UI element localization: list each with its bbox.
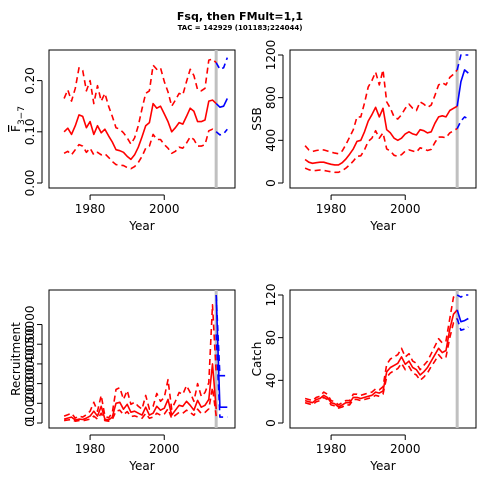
catch-series-group	[304, 290, 469, 428]
catch-projection-lower-line	[456, 318, 469, 332]
fbar-y-axis-label: F3−7	[9, 106, 27, 132]
catch-projection-upper-line	[456, 294, 469, 298]
recruitment-median-line	[63, 363, 217, 421]
panel-recruitment: 1980 2000 Year 01000020000300004000050000Re…	[9, 289, 236, 473]
ssb-lower-bound-line	[304, 127, 458, 174]
catch-projection-median-line	[456, 309, 469, 323]
recruitment-y-tick-label: 50000	[23, 305, 37, 343]
catch-x-tick-label: 1980	[316, 442, 347, 456]
recruitment-x-axis-label: Year	[128, 459, 154, 473]
recruitment-projection-median-line	[215, 294, 228, 409]
fbar-x-axis-label: Year	[128, 219, 154, 233]
figure-title: Fsq, then FMult=1,1	[177, 10, 303, 23]
recruitment-y-tick-label: 40000	[23, 325, 37, 363]
catch-lower-bound-line	[304, 317, 458, 409]
recruitment-y-tick-label: 30000	[23, 345, 37, 383]
fbar-plot-frame	[48, 49, 236, 189]
fbar-y-tick-label: 0.00	[23, 170, 37, 197]
recruitment-projection-lower-line	[215, 334, 228, 418]
ssb-y-axis-label: SSB	[250, 107, 264, 130]
panel-fbar: 1980 2000 Year 0.00 0.10 0.20 F3−7	[9, 49, 236, 233]
figure-subtitle: TAC = 142929 (101183;224044)	[178, 24, 303, 32]
fbar-projection-median-line	[215, 98, 229, 108]
ssb-projection-median-line	[456, 69, 469, 107]
ssb-x-tick-label: 2000	[390, 202, 421, 216]
ssb-y-tick-label: 1200	[264, 40, 278, 71]
ssb-projection-upper-line	[456, 54, 469, 71]
fbar-upper-bound-line	[63, 58, 217, 145]
fbar-y-tick-label: 0.10	[23, 118, 37, 145]
catch-plot-frame	[289, 289, 477, 429]
ssb-plot-frame	[289, 49, 477, 189]
recruitment-plot-frame	[48, 289, 236, 429]
recruitment-x-tick-label: 2000	[149, 442, 180, 456]
ssb-y-tick-label: 400	[264, 129, 278, 152]
fbar-series-group	[63, 50, 229, 188]
recruitment-lower-bound-line	[63, 386, 217, 423]
fbar-y-axis-label-sub: 3−7	[17, 106, 27, 125]
ssb-y-tick-label: 800	[264, 86, 278, 109]
fbar-projection-upper-line	[215, 57, 229, 71]
recruitment-y-axis-label: Recruitment	[9, 322, 23, 396]
ssb-projection-lower-line	[456, 116, 469, 129]
catch-x-tick-label: 2000	[390, 442, 421, 456]
catch-y-tick-label: 80	[264, 330, 278, 345]
catch-x-axis-label: Year	[369, 459, 395, 473]
fbar-x-tick-label: 1980	[75, 202, 106, 216]
fbar-lower-bound-line	[63, 128, 217, 170]
ssb-series-group	[304, 50, 469, 188]
catch-y-tick-label: 120	[264, 284, 278, 307]
recruitment-y-tick-label: 10000	[23, 384, 37, 422]
ssb-x-tick-label: 1980	[316, 202, 347, 216]
recruitment-upper-bound-line	[63, 303, 217, 419]
catch-y-axis-label-main: Catch	[250, 342, 264, 377]
panels: 1980 2000 Year 0.00 0.10 0.20 F3−7 1980 2000 Year…	[9, 40, 477, 473]
recruitment-y-tick-label: 0	[23, 419, 37, 427]
panel-ssb: 1980 2000 Year 0 400 800 1200 SSB	[250, 40, 477, 233]
recruitment-x-tick-label: 1980	[75, 442, 106, 456]
ssb-y-axis-label-main: SSB	[250, 107, 264, 130]
panel-catch: 1980 2000 Year 0 40 80 120 Catch	[250, 284, 477, 473]
fbar-y-tick-label: 0.20	[23, 67, 37, 94]
fbar-projection-lower-line	[215, 128, 228, 136]
ssb-upper-bound-line	[304, 69, 458, 155]
fbar-x-tick-label: 2000	[149, 202, 180, 216]
catch-y-tick-label: 40	[264, 373, 278, 388]
ssb-median-line	[304, 105, 458, 166]
ssb-x-axis-label: Year	[369, 219, 395, 233]
ssb-y-tick-label: 0	[264, 179, 278, 187]
fbar-median-line	[63, 99, 217, 161]
recruitment-series-group	[63, 290, 228, 428]
catch-median-line	[304, 309, 458, 408]
recruitment-y-tick-label: 20000	[23, 365, 37, 403]
recruitment-y-axis-label-main: Recruitment	[9, 322, 23, 396]
catch-y-axis-label: Catch	[250, 342, 264, 377]
fbar-y-axis-label-main: F	[9, 125, 23, 132]
catch-y-tick-label: 0	[264, 419, 278, 427]
catch-upper-bound-line	[304, 294, 458, 406]
